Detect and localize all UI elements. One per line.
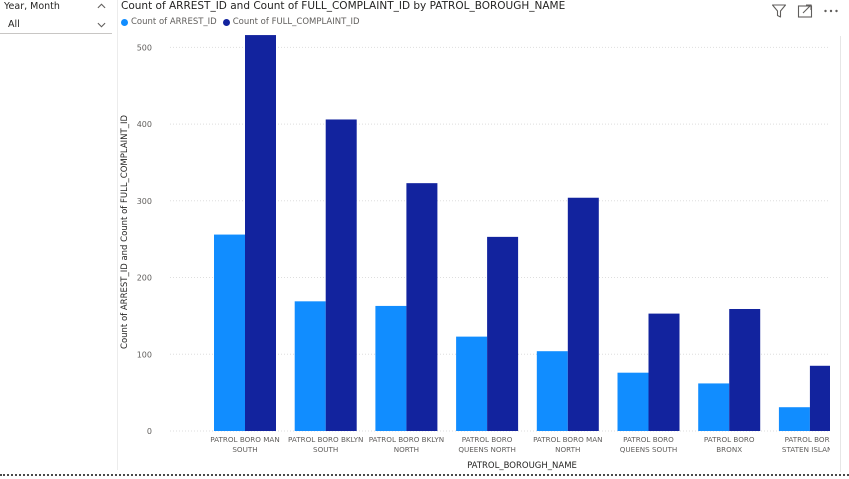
slicer-selected-value: All	[8, 19, 20, 30]
bar-arrest[interactable]	[214, 234, 245, 431]
chevron-up-icon[interactable]	[97, 2, 106, 11]
x-tick-label: BRONX	[716, 445, 742, 454]
bar-arrest[interactable]	[698, 383, 730, 431]
bar-complaint[interactable]	[648, 313, 680, 431]
x-tick-label: NORTH	[555, 445, 580, 454]
slicer-dropdown[interactable]: All	[0, 16, 112, 34]
x-tick-label: SOUTH	[313, 445, 338, 454]
visual-header-toolbar	[771, 3, 839, 19]
x-tick-label: PATROL BORO MAN	[210, 435, 279, 444]
bar-arrest[interactable]	[617, 372, 649, 431]
legend-item-arrest[interactable]: Count of ARREST_ID	[121, 17, 217, 27]
chart-legend: Count of ARREST_ID Count of FULL_COMPLAI…	[121, 17, 366, 27]
x-tick-label: PATROL BORO	[704, 435, 755, 444]
page-border	[0, 474, 849, 476]
legend-swatch-complaint	[222, 18, 230, 26]
y-tick-label: 0	[147, 427, 152, 436]
bar-complaint[interactable]	[809, 365, 830, 431]
x-tick-label: QUEENS NORTH	[458, 445, 516, 454]
y-tick-label: 100	[137, 350, 152, 359]
legend-item-complaint[interactable]: Count of FULL_COMPLAINT_ID	[222, 17, 360, 27]
bar-complaint[interactable]	[487, 236, 519, 431]
bar-complaint[interactable]	[245, 35, 276, 432]
bar-arrest[interactable]	[456, 336, 488, 431]
x-tick-label: PATROL BORO	[785, 435, 830, 444]
x-tick-label: PATROL BORO	[462, 435, 513, 444]
legend-swatch-arrest	[121, 18, 128, 26]
bar-complaint[interactable]	[729, 308, 761, 431]
bar-complaint[interactable]	[567, 197, 599, 431]
visual-title: Count of ARREST_ID and Count of FULL_COM…	[121, 0, 566, 12]
x-tick-label: PATROL BORO MAN	[533, 435, 602, 444]
x-tick-label: QUEENS SOUTH	[620, 445, 678, 454]
slicer-label: Year, Month	[4, 1, 60, 12]
bar-arrest[interactable]	[536, 351, 568, 431]
bar-arrest[interactable]	[778, 407, 810, 431]
y-axis-title: Count of ARREST_ID and Count of FULL_COM…	[120, 115, 130, 349]
y-tick-label: 400	[137, 120, 152, 129]
bar-arrest[interactable]	[294, 301, 326, 431]
bar-complaint[interactable]	[325, 119, 357, 431]
bar-complaint[interactable]	[406, 183, 438, 431]
x-tick-label: STATEN ISLAND	[782, 445, 830, 454]
canvas-divider	[117, 0, 118, 470]
x-tick-label: PATROL BORO BKLYN	[369, 435, 444, 444]
more-options-icon[interactable]	[823, 3, 839, 19]
legend-label-arrest: Count of ARREST_ID	[131, 17, 217, 27]
y-tick-label: 500	[137, 43, 152, 52]
visual-scroll-edge	[832, 36, 841, 472]
legend-label-complaint: Count of FULL_COMPLAINT_ID	[232, 17, 360, 27]
x-axis-title: PATROL_BOROUGH_NAME	[467, 461, 577, 471]
x-tick-label: PATROL BORO BKLYN	[288, 435, 363, 444]
filter-icon[interactable]	[771, 3, 787, 19]
y-tick-label: 300	[137, 197, 152, 206]
x-tick-label: SOUTH	[232, 445, 257, 454]
chevron-down-icon[interactable]	[97, 20, 106, 29]
y-tick-label: 200	[137, 274, 152, 283]
focus-mode-icon[interactable]	[797, 3, 813, 19]
bar-arrest[interactable]	[375, 305, 407, 431]
x-tick-label: PATROL BORO	[623, 435, 674, 444]
slicer-header[interactable]: Year, Month	[4, 0, 112, 14]
x-tick-label: NORTH	[394, 445, 419, 454]
